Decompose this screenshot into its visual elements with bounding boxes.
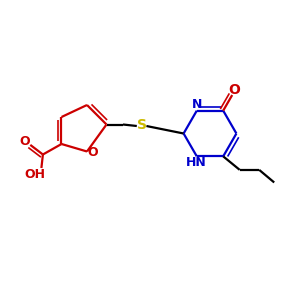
Text: O: O [228,82,240,97]
Text: N: N [192,98,202,110]
Text: S: S [136,118,147,132]
Text: HN: HN [186,157,207,169]
Text: O: O [87,146,98,160]
Text: O: O [20,135,30,148]
Text: OH: OH [24,168,45,181]
